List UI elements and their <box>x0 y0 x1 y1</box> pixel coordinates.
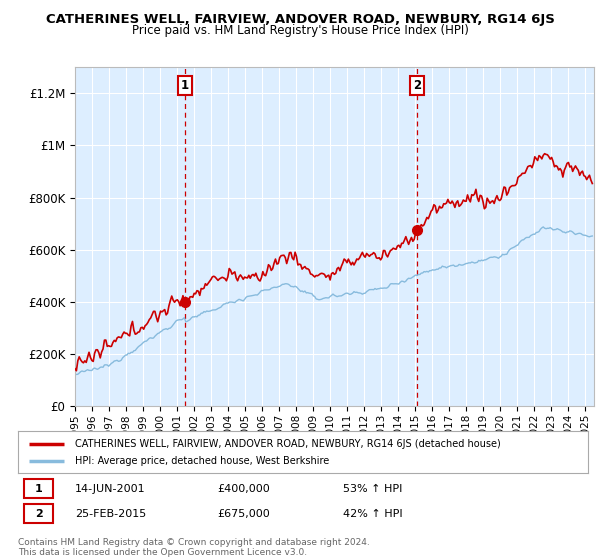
Text: CATHERINES WELL, FAIRVIEW, ANDOVER ROAD, NEWBURY, RG14 6JS: CATHERINES WELL, FAIRVIEW, ANDOVER ROAD,… <box>46 13 554 26</box>
Text: 42% ↑ HPI: 42% ↑ HPI <box>343 509 403 519</box>
Text: £400,000: £400,000 <box>218 484 270 493</box>
Text: 14-JUN-2001: 14-JUN-2001 <box>75 484 146 493</box>
Text: Contains HM Land Registry data © Crown copyright and database right 2024.
This d: Contains HM Land Registry data © Crown c… <box>18 538 370 557</box>
FancyBboxPatch shape <box>24 479 53 498</box>
Text: Price paid vs. HM Land Registry's House Price Index (HPI): Price paid vs. HM Land Registry's House … <box>131 24 469 36</box>
Text: 1: 1 <box>181 79 189 92</box>
Text: 53% ↑ HPI: 53% ↑ HPI <box>343 484 402 493</box>
Text: CATHERINES WELL, FAIRVIEW, ANDOVER ROAD, NEWBURY, RG14 6JS (detached house): CATHERINES WELL, FAIRVIEW, ANDOVER ROAD,… <box>75 439 501 449</box>
Text: HPI: Average price, detached house, West Berkshire: HPI: Average price, detached house, West… <box>75 456 329 466</box>
Text: 2: 2 <box>35 509 43 519</box>
FancyBboxPatch shape <box>24 504 53 524</box>
Text: £675,000: £675,000 <box>218 509 270 519</box>
Text: 25-FEB-2015: 25-FEB-2015 <box>75 509 146 519</box>
Text: 2: 2 <box>413 79 421 92</box>
Text: 1: 1 <box>35 484 43 493</box>
